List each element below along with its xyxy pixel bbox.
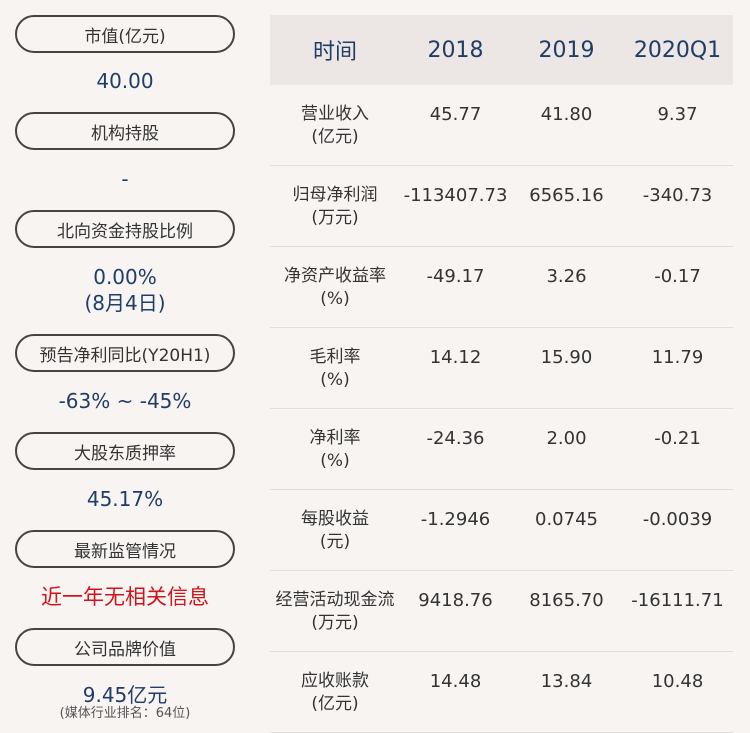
row-label-text: 营业收入 — [301, 104, 369, 124]
row-unit: (%) — [320, 451, 350, 471]
row-unit: (%) — [320, 370, 350, 390]
row-label: 归母净利润 (万元) — [270, 184, 400, 230]
row-label: 每股收益 (元) — [270, 508, 400, 554]
cell-value: 9.37 — [657, 104, 698, 125]
table-header: 时间 2018 2019 2020Q1 — [270, 15, 733, 85]
cell-value: 41.80 — [540, 104, 593, 125]
row-label: 毛利率 (%) — [270, 346, 400, 392]
northbound-ratio-date: (8月4日) — [84, 291, 166, 315]
cell-value: 0.0745 — [535, 509, 598, 530]
northbound-ratio-label-text: 北向资金持股比例 — [57, 221, 193, 242]
row-label-text: 净利率 — [309, 428, 361, 448]
row-label-text: 归母净利润 — [292, 185, 378, 205]
table-row: 净利率 (%) -24.36 2.00 -0.21 — [270, 409, 733, 490]
brand-value-label-text: 公司品牌价值 — [74, 639, 176, 660]
row-label: 净利率 (%) — [270, 427, 400, 473]
cell-value: 45.77 — [429, 104, 482, 125]
brand-value-label: 公司品牌价值 — [15, 628, 235, 666]
row-label: 应收账款 (亿元) — [270, 670, 400, 716]
regulatory-status-label: 最新监管情况 — [15, 530, 235, 568]
header-2018: 2018 — [427, 37, 484, 63]
table-row: 应收账款 (亿元) 14.48 13.84 10.48 — [270, 652, 733, 733]
cell-value: 15.90 — [540, 347, 593, 368]
market-cap-value: 40.00 — [96, 69, 154, 93]
row-label: 净资产收益率 (%) — [270, 265, 400, 311]
cell-value: -1.2946 — [420, 509, 491, 530]
pledge-ratio-label-text: 大股东质押率 — [74, 443, 176, 464]
cell-value: -0.0039 — [642, 509, 713, 530]
cell-value: -16111.71 — [631, 590, 724, 611]
profit-forecast-value: -63% ~ -45% — [58, 389, 192, 413]
row-unit: (亿元) — [311, 694, 359, 714]
row-label: 经营活动现金流 (万元) — [270, 589, 400, 635]
institutional-holding-value: - — [121, 167, 129, 191]
indicator-panel: 市值(亿元) 40.00 机构持股 - 北向资金持股比例 0.00% (8月4日… — [0, 0, 250, 721]
market-cap-label: 市值(亿元) — [15, 15, 235, 53]
row-unit: (亿元) — [311, 127, 359, 147]
header-2020q1: 2020Q1 — [633, 37, 722, 63]
market-cap-label-text: 市值(亿元) — [84, 26, 166, 47]
institutional-holding-label: 机构持股 — [15, 112, 235, 150]
pledge-ratio-value: 45.17% — [86, 487, 164, 511]
brand-value-value: 9.45亿元 — [82, 683, 168, 707]
row-label-text: 毛利率 — [309, 347, 361, 367]
pledge-ratio-label: 大股东质押率 — [15, 432, 235, 470]
table-row: 营业收入 (亿元) 45.77 41.80 9.37 — [270, 85, 733, 166]
cell-value: 8165.70 — [529, 590, 604, 611]
cell-value: -113407.73 — [403, 185, 508, 206]
header-period: 时间 — [312, 40, 357, 65]
financial-table: 时间 2018 2019 2020Q1 营业收入 (亿元) 45.77 41.80… — [270, 15, 733, 733]
institutional-holding-label-text: 机构持股 — [91, 123, 159, 144]
cell-value: -49.17 — [426, 266, 485, 287]
northbound-ratio-value: 0.00% — [93, 265, 157, 289]
table-row: 每股收益 (元) -1.2946 0.0745 -0.0039 — [270, 490, 733, 571]
profit-forecast-label-text: 预告净利同比(Y20H1) — [39, 345, 211, 366]
cell-value: 3.26 — [546, 266, 587, 287]
row-label-text: 净资产收益率 — [284, 266, 386, 286]
cell-value: 13.84 — [540, 671, 593, 692]
cell-value: -340.73 — [642, 185, 713, 206]
profit-forecast-label: 预告净利同比(Y20H1) — [15, 334, 235, 372]
cell-value: 2.00 — [546, 428, 587, 449]
table-row: 归母净利润 (万元) -113407.73 6565.16 -340.73 — [270, 166, 733, 247]
northbound-ratio-label: 北向资金持股比例 — [15, 210, 235, 248]
cell-value: 11.79 — [651, 347, 704, 368]
row-label-text: 经营活动现金流 — [275, 590, 395, 610]
row-unit: (万元) — [311, 208, 359, 228]
brand-value-note: (媒体行业排名：64位) — [59, 706, 191, 721]
table-row: 净资产收益率 (%) -49.17 3.26 -0.17 — [270, 247, 733, 328]
cell-value: 6565.16 — [529, 185, 604, 206]
cell-value: -0.21 — [654, 428, 701, 449]
table-row: 毛利率 (%) 14.12 15.90 11.79 — [270, 328, 733, 409]
row-unit: (元) — [319, 532, 351, 552]
row-unit: (万元) — [311, 613, 359, 633]
table-row: 经营活动现金流 (万元) 9418.76 8165.70 -16111.71 — [270, 571, 733, 652]
row-label-text: 每股收益 — [301, 509, 369, 529]
cell-value: 14.12 — [429, 347, 482, 368]
header-2019: 2019 — [538, 37, 595, 63]
regulatory-status-label-text: 最新监管情况 — [74, 541, 176, 562]
row-label-text: 应收账款 — [301, 671, 369, 691]
cell-value: -0.17 — [654, 266, 701, 287]
cell-value: -24.36 — [426, 428, 485, 449]
row-unit: (%) — [320, 289, 350, 309]
regulatory-status-value: 近一年无相关信息 — [41, 585, 209, 609]
cell-value: 9418.76 — [418, 590, 493, 611]
row-label: 营业收入 (亿元) — [270, 103, 400, 149]
cell-value: 10.48 — [651, 671, 704, 692]
cell-value: 14.48 — [429, 671, 482, 692]
